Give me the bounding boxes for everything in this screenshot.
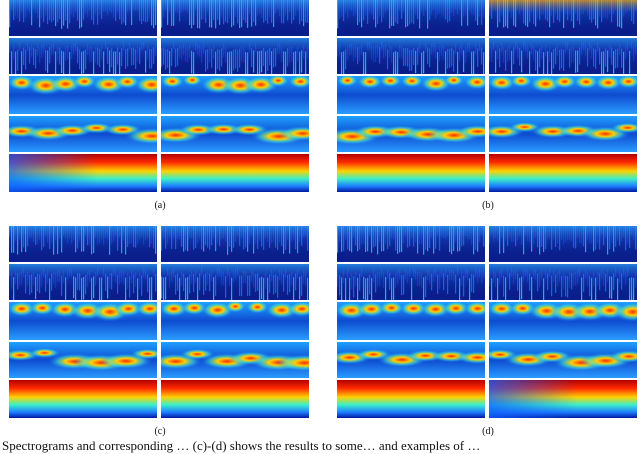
panel-label-b: (b) [482,200,494,211]
panel-label-c: (c) [154,426,166,437]
figure-caption-text: Spectrograms and corresponding … (c)-(d)… [2,438,481,453]
tile-c-smoothed-map-right [161,302,309,340]
tile-c-gradient-map-left [9,380,157,418]
tile-a-smoothed-map-left [9,76,157,114]
tile-c-blob-map-right [161,342,309,378]
tile-b-blob-map-right [489,116,637,152]
tile-a-raw-spectrogram-left [9,0,157,36]
tile-b-smoothed-map-right [489,76,637,114]
tile-b-gradient-map-right [489,154,637,192]
tile-b-detail-spectrogram-right [489,38,637,74]
tile-a-raw-spectrogram-right [161,0,309,36]
tile-d-blob-map-left [337,342,485,378]
tile-c-blob-map-left [9,342,157,378]
tile-c-raw-spectrogram-right [161,226,309,262]
tile-b-smoothed-map-left [337,76,485,114]
tile-d-detail-spectrogram-right [489,264,637,300]
tile-c-detail-spectrogram-right [161,264,309,300]
tile-b-raw-spectrogram-left [337,0,485,36]
panel-label-d: (d) [482,426,494,437]
tile-d-smoothed-map-left [337,302,485,340]
tile-b-detail-spectrogram-left [337,38,485,74]
tile-a-smoothed-map-right [161,76,309,114]
tile-c-smoothed-map-left [9,302,157,340]
tile-a-detail-spectrogram-left [9,38,157,74]
tile-d-raw-spectrogram-left [337,226,485,262]
tile-a-blob-map-left [9,116,157,152]
tile-d-smoothed-map-right [489,302,637,340]
tile-a-gradient-map-right [161,154,309,192]
tile-c-gradient-map-right [161,380,309,418]
tile-b-gradient-map-left [337,154,485,192]
tile-c-raw-spectrogram-left [9,226,157,262]
tile-b-raw-spectrogram-right [489,0,637,36]
tile-d-gradient-map-right [489,380,637,418]
tile-d-raw-spectrogram-right [489,226,637,262]
tile-b-blob-map-left [337,116,485,152]
tile-d-blob-map-right [489,342,637,378]
tile-a-blob-map-right [161,116,309,152]
tile-a-detail-spectrogram-right [161,38,309,74]
panel-label-a: (a) [154,200,166,211]
tile-d-gradient-map-left [337,380,485,418]
tile-a-gradient-map-left [9,154,157,192]
tile-d-detail-spectrogram-left [337,264,485,300]
tile-c-detail-spectrogram-left [9,264,157,300]
